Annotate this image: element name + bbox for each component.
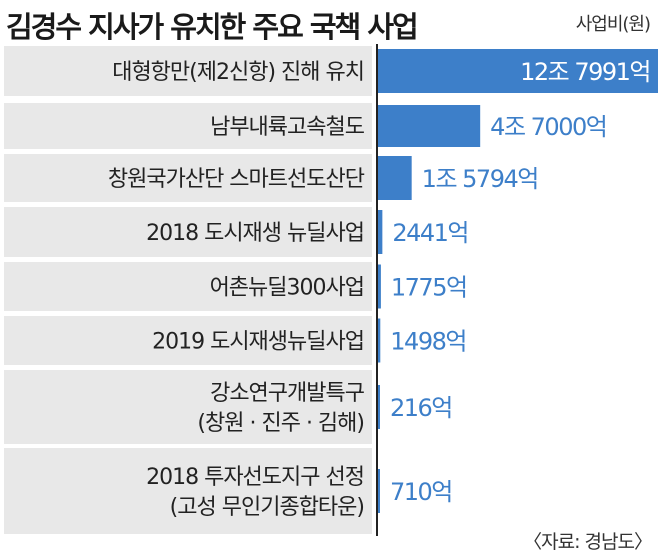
value-label: 216억 — [390, 394, 452, 422]
category-label-line: 남부내륙고속철도 — [210, 115, 365, 140]
category-label-line: 2019 도시재생뉴딜사업 — [152, 330, 364, 355]
category-row-bg — [4, 46, 372, 96]
category-label-line: 강소연구개발특구 — [210, 381, 365, 406]
bar — [377, 264, 381, 309]
category-label: 어촌뉴딜300사업 — [210, 276, 364, 301]
value-label: 12조 7991억 — [520, 58, 650, 86]
chart-title: 김경수 지사가 유치한 주요 국책 사업 — [6, 10, 419, 44]
bar — [377, 385, 380, 429]
bar — [377, 210, 383, 254]
category-label: 2018 도시재생 뉴딜사업 — [146, 221, 364, 246]
value-label: 2441억 — [392, 219, 468, 247]
value-label: 1498억 — [390, 328, 466, 356]
category-row-bg — [4, 316, 372, 365]
category-label-line: 2018 투자선도지구 선정 — [146, 465, 364, 490]
category-label: 대형항만(제2신항) 진해 유치 — [112, 60, 364, 85]
category-label: 2019 도시재생뉴딜사업 — [152, 330, 364, 355]
category-label-line: 창원국가산단 스마트선도산단 — [108, 167, 365, 192]
category-row-bg — [4, 103, 372, 149]
category-label-line: (창원 · 진주 · 김해) — [197, 411, 364, 436]
source-note: 〈자료: 경남도〉 — [523, 531, 653, 553]
category-row-bg — [4, 448, 372, 534]
bar — [377, 105, 481, 147]
category-label: 강소연구개발특구 (창원 · 진주 · 김해) — [197, 381, 364, 436]
value-label: 4조 7000억 — [490, 113, 606, 141]
category-label-line: 어촌뉴딜300사업 — [210, 276, 364, 301]
category-row-bg — [4, 154, 372, 202]
bar — [377, 469, 380, 513]
unit-label: 사업비(원) — [575, 14, 651, 35]
category-label-line: 대형항만(제2신항) 진해 유치 — [112, 60, 364, 85]
category-row-bg — [4, 262, 372, 311]
bar — [377, 318, 381, 363]
value-label: 710억 — [390, 478, 452, 506]
category-label: 창원국가산단 스마트선도산단 — [108, 167, 365, 192]
category-row-bg — [4, 207, 372, 257]
value-label: 1775억 — [391, 274, 467, 302]
category-row-bg — [4, 370, 372, 444]
value-label: 1조 5794억 — [422, 165, 538, 193]
category-label: 남부내륙고속철도 — [210, 115, 365, 140]
category-label-line: (고성 무인기종합타운) — [170, 495, 364, 520]
bar — [377, 156, 412, 200]
category-label-line: 2018 도시재생 뉴딜사업 — [146, 221, 364, 246]
category-label: 2018 투자선도지구 선정 (고성 무인기종합타운) — [146, 465, 364, 520]
bar — [377, 49, 658, 93]
